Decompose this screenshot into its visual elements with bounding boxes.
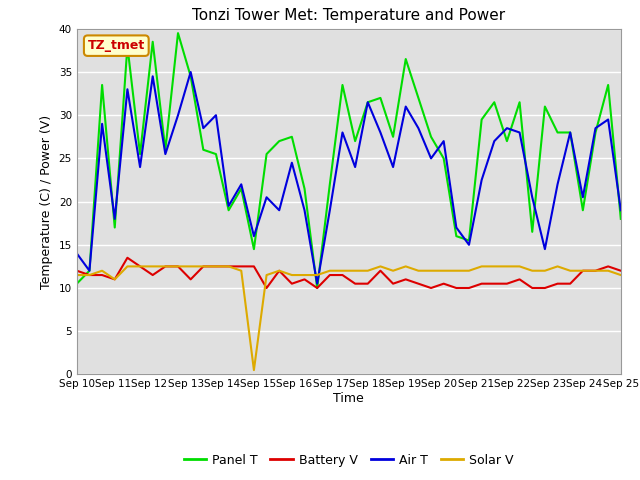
Text: TZ_tmet: TZ_tmet — [88, 39, 145, 52]
Title: Tonzi Tower Met: Temperature and Power: Tonzi Tower Met: Temperature and Power — [192, 9, 506, 24]
X-axis label: Time: Time — [333, 392, 364, 405]
Y-axis label: Temperature (C) / Power (V): Temperature (C) / Power (V) — [40, 115, 53, 288]
Legend: Panel T, Battery V, Air T, Solar V: Panel T, Battery V, Air T, Solar V — [179, 449, 519, 472]
